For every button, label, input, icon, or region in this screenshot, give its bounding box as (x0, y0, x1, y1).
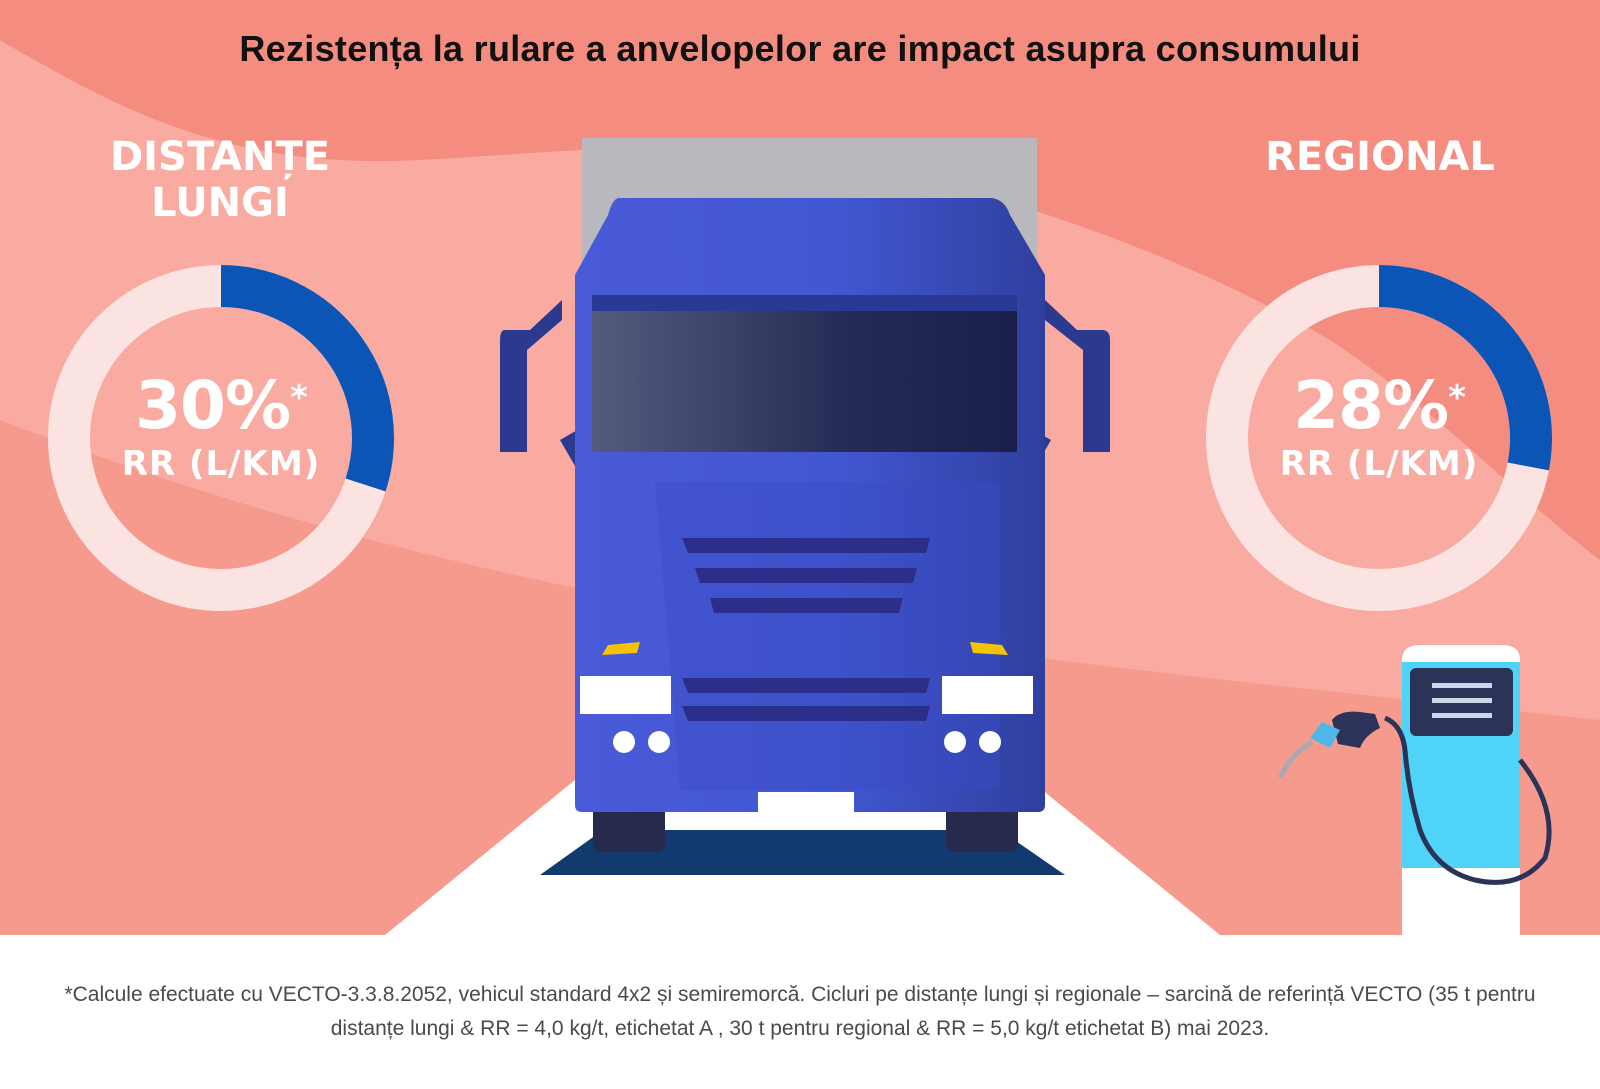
long-haul-asterisk: * (290, 378, 308, 418)
regional-asterisk: * (1448, 378, 1466, 418)
truck-icon (500, 138, 1110, 875)
fuel-pump-icon (1277, 645, 1552, 935)
background-illustration (0, 0, 1600, 935)
regional-donut: 28%* RR (L/KM) (1204, 263, 1554, 613)
regional-percent: 28%* (1204, 371, 1554, 441)
regional-unit: RR (L/KM) (1279, 444, 1479, 484)
footnote: *Calcule efectuate cu VECTO-3.3.8.2052, … (64, 983, 1536, 1040)
regional-donut-svg (1206, 265, 1552, 611)
long-haul-title: DISTANȚE LUNGI (109, 134, 331, 226)
long-haul-percent: 30%* (46, 371, 396, 441)
long-haul-donut-svg (48, 265, 394, 611)
regional-value-arc (1378, 265, 1552, 471)
regional-title: REGIONAL (1265, 134, 1495, 180)
long-haul-value-arc (220, 265, 394, 492)
long-haul-donut: 30%* RR (L/KM) (46, 263, 396, 613)
regional-percent-value: 28% (1293, 367, 1449, 444)
page-title: Rezistența la rulare a anvelopelor are i… (239, 28, 1361, 69)
long-haul-percent-value: 30% (135, 367, 291, 444)
long-haul-unit: RR (L/KM) (121, 444, 321, 484)
